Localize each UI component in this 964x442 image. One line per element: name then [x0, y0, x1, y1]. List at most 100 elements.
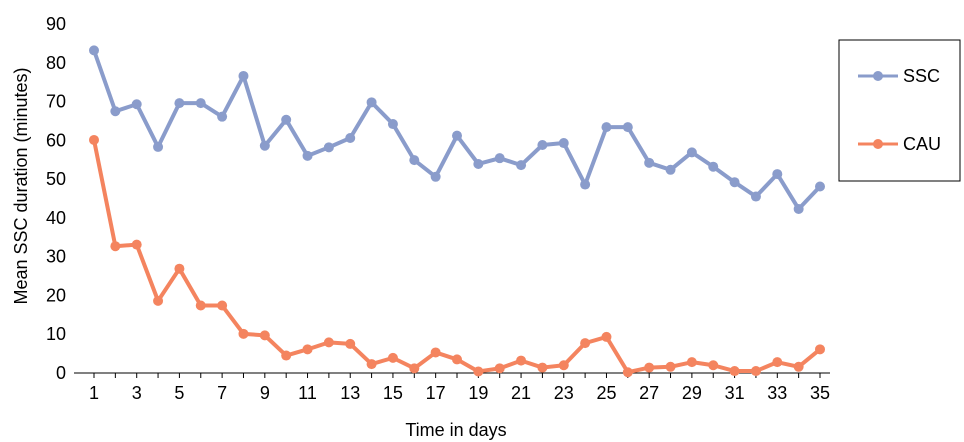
data-point-ssc — [793, 203, 804, 214]
data-point-ssc — [366, 97, 377, 108]
data-point-cau — [729, 366, 740, 377]
data-point-ssc — [323, 142, 334, 153]
x-tick-label: 17 — [426, 383, 446, 403]
y-tick-label: 0 — [56, 363, 66, 383]
legend-cau-marker — [873, 139, 883, 149]
legend-box — [838, 39, 961, 182]
x-tick-label: 9 — [260, 383, 270, 403]
x-tick-label: 25 — [596, 383, 616, 403]
data-point-ssc — [772, 169, 783, 180]
x-tick-label: 21 — [511, 383, 531, 403]
data-point-cau — [89, 134, 99, 145]
data-point-ssc — [473, 158, 484, 169]
data-point-cau — [622, 367, 633, 378]
data-point-ssc — [131, 99, 142, 110]
data-point-ssc — [815, 181, 825, 192]
data-point-ssc — [601, 122, 612, 133]
data-point-ssc — [217, 111, 228, 122]
data-point-cau — [238, 328, 249, 339]
data-point-ssc — [153, 141, 164, 152]
data-point-cau — [345, 338, 356, 349]
data-point-ssc — [494, 153, 505, 164]
data-point-cau — [772, 357, 783, 368]
x-tick-label: 31 — [725, 383, 745, 403]
legend-cau-label: CAU — [903, 134, 941, 154]
data-point-ssc — [89, 45, 99, 56]
y-tick-label: 50 — [46, 169, 66, 189]
x-tick-label: 19 — [468, 383, 488, 403]
data-point-ssc — [686, 147, 697, 158]
data-point-ssc — [238, 70, 249, 81]
data-point-cau — [580, 338, 591, 349]
data-point-cau — [494, 363, 505, 374]
data-point-ssc — [708, 161, 719, 172]
x-tick-label: 29 — [682, 383, 702, 403]
data-point-ssc — [644, 157, 655, 168]
x-axis-title: Time in days — [405, 420, 506, 440]
data-point-cau — [430, 347, 441, 358]
data-point-cau — [473, 366, 484, 377]
x-tick-label: 7 — [217, 383, 227, 403]
series-layer — [89, 45, 825, 378]
x-tick-label: 35 — [810, 383, 830, 403]
legend: SSC CAU — [838, 39, 961, 182]
data-point-cau — [195, 300, 206, 311]
data-point-cau — [558, 360, 569, 371]
data-point-cau — [644, 362, 655, 373]
data-point-ssc — [409, 155, 420, 166]
y-tick-label: 10 — [46, 324, 66, 344]
series-line-cau — [92, 139, 822, 375]
x-tick-label: 33 — [767, 383, 787, 403]
data-point-cau — [217, 300, 228, 311]
data-point-cau — [174, 263, 185, 274]
data-point-ssc — [750, 191, 761, 202]
x-tick-label: 11 — [298, 383, 317, 403]
data-point-cau — [452, 354, 462, 365]
data-point-ssc — [729, 177, 740, 188]
data-point-cau — [516, 355, 527, 366]
data-point-cau — [366, 359, 377, 370]
data-point-cau — [815, 344, 825, 355]
data-point-cau — [793, 361, 804, 372]
data-point-cau — [281, 350, 292, 361]
data-point-ssc — [195, 98, 206, 109]
y-tick-label: 60 — [46, 130, 66, 150]
x-tick-label: 5 — [174, 383, 184, 403]
data-point-cau — [708, 360, 719, 371]
y-tick-label: 30 — [46, 247, 66, 267]
y-tick-label: 70 — [46, 92, 66, 112]
y-tick-label: 40 — [46, 208, 66, 228]
data-point-ssc — [281, 114, 292, 125]
legend-ssc-label: SSC — [903, 66, 940, 86]
series-line-ssc — [92, 49, 822, 211]
y-axis-ticks: 0 10 20 30 40 50 60 70 80 90 — [46, 14, 66, 383]
data-point-ssc — [516, 160, 527, 171]
data-point-ssc — [302, 150, 313, 161]
x-tick-label: 3 — [132, 383, 142, 403]
x-tick-label: 1 — [89, 383, 99, 403]
data-point-ssc — [110, 106, 121, 117]
data-point-cau — [259, 330, 270, 341]
data-point-cau — [665, 361, 676, 372]
data-point-cau — [302, 344, 313, 355]
y-tick-label: 80 — [46, 53, 66, 73]
data-point-ssc — [537, 139, 548, 150]
x-tick-label: 13 — [340, 383, 360, 403]
data-point-ssc — [452, 130, 462, 141]
data-point-ssc — [174, 98, 185, 109]
data-point-ssc — [558, 138, 569, 149]
data-point-ssc — [622, 122, 633, 133]
y-tick-label: 90 — [46, 14, 66, 34]
data-point-cau — [601, 331, 612, 342]
data-point-cau — [131, 239, 142, 250]
data-point-cau — [153, 295, 164, 306]
data-point-ssc — [430, 171, 441, 182]
data-point-ssc — [665, 164, 676, 175]
data-point-cau — [110, 241, 121, 252]
legend-ssc-marker — [873, 71, 883, 81]
x-axis-ticks: 1 3 5 7 9 11 13 15 17 19 21 23 25 27 29 31 33 35 — [89, 373, 830, 403]
data-point-cau — [387, 352, 398, 363]
x-tick-label: 27 — [639, 383, 659, 403]
x-tick-label: 15 — [383, 383, 403, 403]
